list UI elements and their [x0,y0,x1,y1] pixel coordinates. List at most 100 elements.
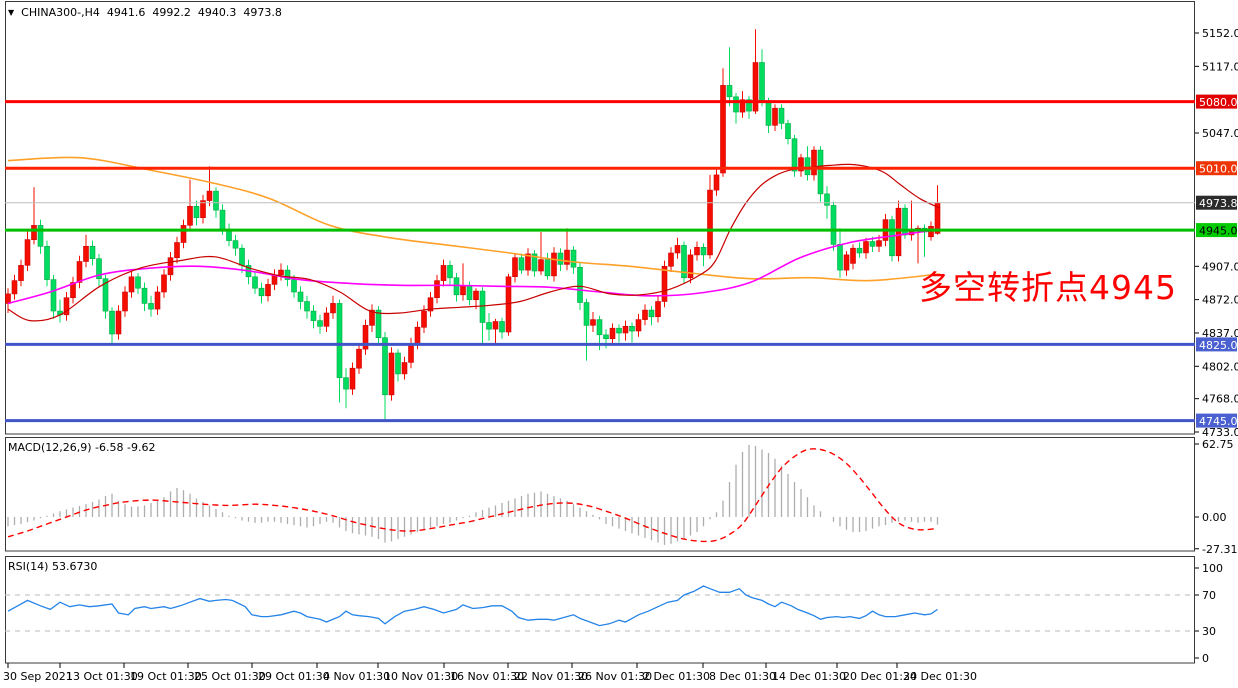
candle-body [122,291,128,312]
time-label: 19 Oct 01:30 [130,670,202,683]
candle-body [375,309,382,339]
candle-body [824,193,830,206]
candle-body [525,253,531,271]
candle-body [713,174,720,191]
price-level-badge-label: 4973.8 [1199,197,1238,210]
candle-body [466,284,473,300]
rsi-panel-frame[interactable] [5,556,1195,664]
macd-signal-line [7,448,938,543]
price-axis-label: 4837.0 [1202,327,1238,340]
candle-body [206,190,213,201]
candle-body [414,326,421,344]
annotation-text[interactable]: 多空转折点4945 [919,268,1177,307]
candle-body [50,279,57,312]
rsi-axis-label: 100 [1202,562,1223,575]
candle-body [96,258,102,280]
candle-body [765,101,772,126]
price-level-badge [1196,337,1237,352]
price-axis-label: 4802.0 [1202,360,1238,373]
quote-bar: ▼ CHINA300-,H4 4941.6 4992.2 4940.3 4973… [8,6,282,19]
candle-body [700,247,707,256]
candle-body [265,284,271,297]
candle-body [330,303,336,314]
candle-body [551,252,557,277]
candle-body [479,290,486,323]
candle-body [557,252,564,265]
candle-body [460,284,466,296]
candle-body [408,343,414,363]
candle-body [603,334,609,339]
candle-body [63,297,70,316]
rsi-axis-label: 30 [1202,625,1216,638]
candle-body [629,325,635,332]
candle-body [323,312,330,327]
candle-body [674,245,681,254]
price-chart-panel-frame[interactable] [5,1,1195,435]
candle-body [642,309,648,320]
rsi-indicator-label: RSI(14) 53.6730 [8,560,98,573]
candle-body [772,107,778,126]
candle-body [44,246,50,280]
price-level-badge [1196,161,1237,176]
candle-body [785,123,791,139]
candle-body [297,291,304,302]
price-axis-label: 5152.0 [1202,27,1238,40]
candle-body [733,96,739,113]
price-level-badge [1196,223,1237,238]
candle-body [76,261,83,283]
time-label: 26 Nov 01:30 [578,670,652,683]
time-label: 29 Oct 01:30 [258,670,330,683]
candle-body [401,362,408,375]
candle-body [486,322,492,330]
collapse-chart-icon[interactable]: ▼ [8,8,15,17]
macd-axis-label: 0.00 [1202,511,1227,524]
candle-body [37,225,44,247]
time-label: 14 Dec 01:30 [772,670,846,683]
candle-body [5,293,11,304]
candle-body [830,205,837,245]
candle-body [310,310,317,321]
candle-body [200,200,206,219]
candle-body [421,310,427,328]
candle-body [564,249,570,265]
time-label: 8 Dec 01:30 [709,670,776,683]
candle-body [11,280,18,295]
candle-body [869,241,876,247]
candle-body [505,276,512,333]
candle-body [687,254,694,279]
ma-slow-orange-line [7,156,941,282]
time-label: 10 Nov 01:30 [384,670,458,683]
macd-panel-frame[interactable] [5,437,1195,552]
candle-body [382,337,388,396]
candle-body [720,85,726,174]
candle-body [590,319,596,326]
candle-body [635,319,642,332]
candle-body [895,207,902,257]
price-level-badge-label: 4945.0 [1199,225,1238,238]
candle-body [219,209,226,230]
candle-body [180,225,187,243]
macd-axis-label: 62.75 [1202,438,1234,451]
quote-close: 4973.8 [243,6,282,19]
candle-body [850,247,856,264]
candle-body [174,242,180,258]
candle-body [837,244,843,271]
macd-indicator-label: MACD(12,26,9) -6.58 -9.62 [8,441,156,454]
candle-body [499,321,505,333]
candle-body [102,278,109,312]
candle-body [336,303,343,378]
candle-body [369,309,375,326]
candle-body [798,157,804,172]
price-axis-label: 5117.0 [1202,60,1238,73]
candle-body [817,149,824,195]
candle-body [395,352,401,375]
time-label: 4 Nov 01:30 [323,670,390,683]
price-axis-label: 4768.0 [1202,393,1238,406]
price-scale[interactable]: 5152.0 5117.0 5047.0 4907.0 4872.0 4837.0 4802… [1195,27,1238,665]
time-label: 2 Dec 01:30 [643,670,710,683]
time-label: 16 Nov 01:30 [450,670,524,683]
quote-low: 4940.3 [197,6,237,19]
